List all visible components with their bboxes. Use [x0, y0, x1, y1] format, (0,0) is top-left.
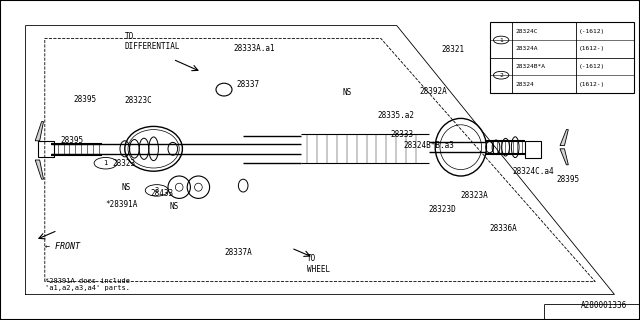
Text: 28337: 28337 [237, 80, 260, 89]
Text: (1612-): (1612-) [579, 46, 605, 51]
Text: (1612-): (1612-) [579, 82, 605, 86]
FancyBboxPatch shape [38, 141, 54, 157]
Text: 28433: 28433 [150, 189, 173, 198]
Text: 28324: 28324 [515, 82, 534, 86]
Text: *28391A: *28391A [106, 200, 138, 209]
Text: 28392A: 28392A [419, 87, 447, 96]
Text: 28324B*B.a3: 28324B*B.a3 [403, 141, 454, 150]
Text: 28324A: 28324A [515, 46, 538, 51]
Bar [490, 22, 634, 93]
Text: (-1612): (-1612) [579, 64, 605, 69]
Text: ← FRONT: ← FRONT [45, 242, 80, 251]
Polygon shape [35, 122, 44, 141]
Text: 1: 1 [499, 37, 503, 43]
Text: 28395: 28395 [74, 95, 97, 104]
Text: TO
DIFFERENTIAL: TO DIFFERENTIAL [125, 32, 180, 51]
Text: 2: 2 [155, 188, 159, 193]
Polygon shape [560, 130, 568, 146]
Text: 28395: 28395 [61, 136, 84, 145]
Text: 28323C: 28323C [125, 96, 152, 105]
Polygon shape [35, 160, 44, 179]
FancyBboxPatch shape [525, 141, 541, 158]
Text: TO
WHEEL: TO WHEEL [307, 254, 330, 274]
Text: 28333A.a1: 28333A.a1 [234, 44, 275, 52]
Text: 28324C: 28324C [515, 29, 538, 34]
Text: 28324B*A: 28324B*A [515, 64, 545, 69]
Text: 28323A: 28323A [461, 191, 488, 200]
Text: 28333: 28333 [390, 130, 413, 139]
Text: NS: NS [170, 202, 179, 211]
Text: 2: 2 [499, 73, 503, 78]
Text: 28324C.a4: 28324C.a4 [512, 167, 554, 176]
Text: 28321: 28321 [442, 45, 465, 54]
Text: 28395: 28395 [557, 175, 580, 184]
Text: A280001336: A280001336 [581, 301, 627, 310]
Text: NS: NS [342, 88, 351, 97]
Text: 1: 1 [104, 160, 108, 166]
Text: 28335.a2: 28335.a2 [378, 111, 415, 120]
Text: NS: NS [122, 183, 131, 192]
Text: 28323: 28323 [112, 159, 135, 168]
Polygon shape [560, 149, 568, 165]
Text: 28336A: 28336A [490, 224, 517, 233]
Text: 28323D: 28323D [429, 205, 456, 214]
Text: (-1612): (-1612) [579, 29, 605, 34]
Text: 28337A: 28337A [224, 248, 252, 257]
Text: *28391A does include
'a1,a2,a3,a4' parts.: *28391A does include 'a1,a2,a3,a4' parts… [45, 278, 130, 292]
